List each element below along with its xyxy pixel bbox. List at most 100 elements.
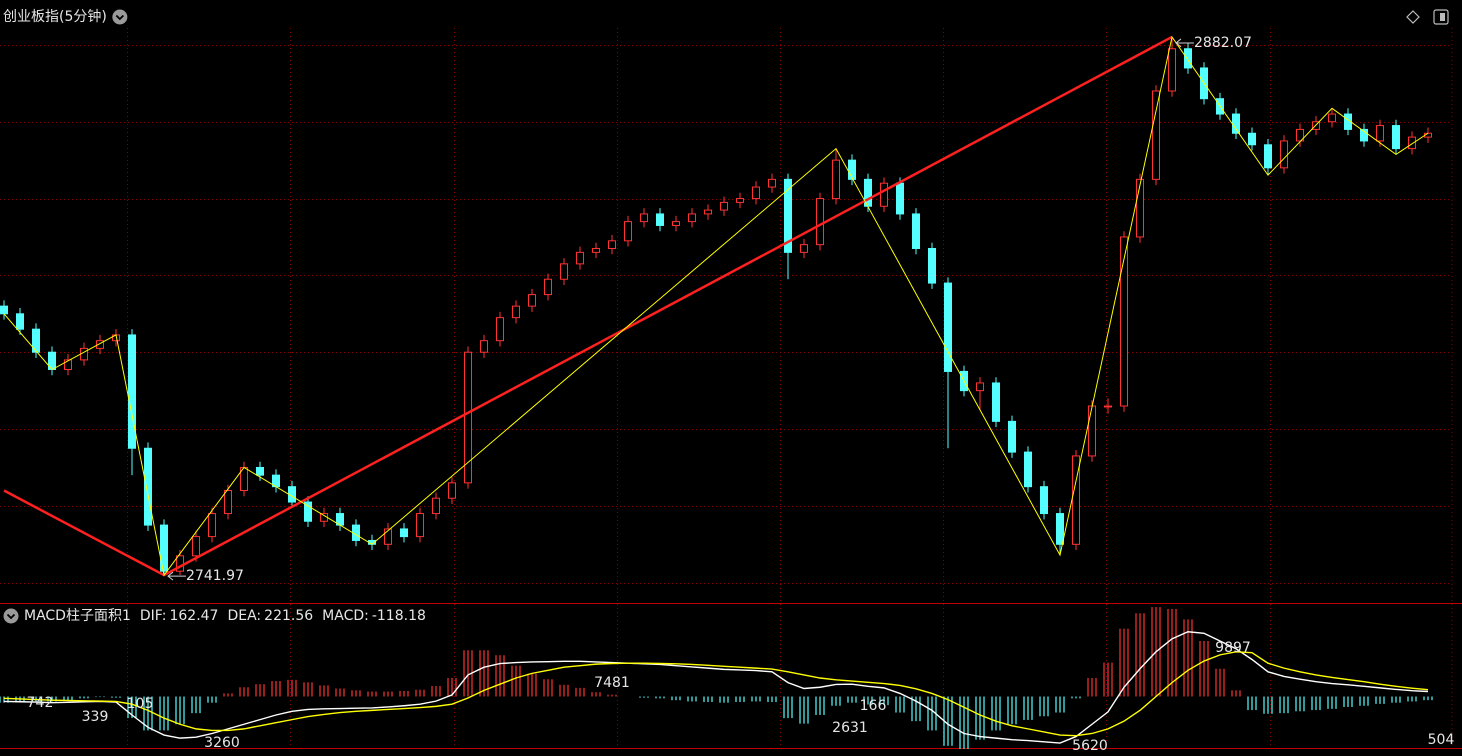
candle-body bbox=[1280, 140, 1288, 169]
candle-body bbox=[592, 248, 600, 253]
candle-body bbox=[512, 305, 520, 319]
candle-body bbox=[32, 328, 40, 353]
candle-body bbox=[1376, 125, 1384, 142]
candle-body bbox=[1360, 128, 1368, 142]
candle-body bbox=[416, 513, 424, 538]
candle-body bbox=[1264, 144, 1272, 169]
candle-body bbox=[784, 178, 792, 253]
indicator-label: MACD: bbox=[322, 608, 369, 624]
candle-body bbox=[768, 178, 776, 188]
candle-body bbox=[736, 198, 744, 203]
candle-body bbox=[80, 347, 88, 361]
candle-body bbox=[944, 282, 952, 372]
menu-chevron bbox=[115, 14, 124, 21]
candle-body bbox=[832, 159, 840, 200]
area-label: 3260 bbox=[204, 735, 240, 751]
annotation-arrow bbox=[167, 571, 186, 581]
candle-body bbox=[0, 305, 8, 315]
candle-body bbox=[1040, 486, 1048, 515]
candle-body bbox=[656, 213, 664, 226]
candle-body bbox=[144, 447, 152, 526]
overlays: 2741.97 2882.07 742 339 105 3260 7481 166 2631 56… bbox=[3, 35, 1455, 754]
candle-body bbox=[800, 244, 808, 253]
marks bbox=[0, 36, 1433, 749]
candle-body bbox=[1088, 405, 1096, 457]
candle-body bbox=[544, 278, 552, 296]
candle-body bbox=[384, 528, 392, 545]
indicator-label: DEA: bbox=[227, 608, 261, 624]
candle-body bbox=[720, 201, 728, 211]
diamond-icon[interactable] bbox=[1406, 10, 1420, 24]
candle-body bbox=[1248, 132, 1256, 146]
candle-body bbox=[1168, 48, 1176, 92]
candle-body bbox=[448, 482, 456, 499]
candle-body bbox=[160, 524, 168, 572]
menu-chevron bbox=[6, 613, 16, 620]
candle-body bbox=[1328, 113, 1336, 123]
candle-body bbox=[928, 248, 936, 284]
candle-body bbox=[256, 466, 264, 476]
macd-line bbox=[3, 651, 1429, 737]
annotation-label: 2882.07 bbox=[1194, 35, 1252, 51]
window-icon-inner bbox=[1440, 13, 1445, 21]
candle-body bbox=[688, 213, 696, 223]
macd-line bbox=[3, 631, 1429, 744]
candle-body bbox=[64, 359, 72, 371]
area-label: 105 bbox=[127, 696, 154, 712]
title-menu-button[interactable] bbox=[112, 9, 128, 25]
area-label: 2631 bbox=[832, 720, 868, 736]
candle-body bbox=[1072, 455, 1080, 545]
candle-body bbox=[560, 263, 568, 280]
candle-body bbox=[96, 340, 104, 349]
candle-body bbox=[1392, 125, 1400, 150]
indicator-value: -118.18 bbox=[372, 608, 426, 624]
candle-body bbox=[992, 382, 1000, 422]
menu-icon[interactable] bbox=[112, 9, 128, 25]
menu-icon[interactable] bbox=[3, 608, 19, 624]
candle-body bbox=[1152, 90, 1160, 180]
candle-body bbox=[1184, 48, 1192, 69]
candle-body bbox=[576, 251, 584, 265]
annotation-label: 2741.97 bbox=[186, 568, 244, 584]
candle-body bbox=[16, 313, 24, 330]
candle-body bbox=[1408, 136, 1416, 150]
area-label: 504 bbox=[1428, 732, 1455, 748]
candle-body bbox=[192, 536, 200, 557]
trend-line bbox=[3, 35, 1429, 577]
macd-title: MACD柱子面积1 bbox=[24, 608, 131, 624]
candle-body bbox=[496, 317, 504, 342]
candle-body bbox=[752, 186, 760, 200]
candle-body bbox=[912, 213, 920, 250]
candle-body bbox=[880, 182, 888, 207]
candle-body bbox=[624, 221, 632, 242]
candle-body bbox=[304, 501, 312, 522]
window-icon[interactable] bbox=[1433, 9, 1449, 25]
area-label: 7481 bbox=[594, 675, 630, 691]
indicator-value: 162.47 bbox=[169, 608, 218, 624]
indicator-value: 221.56 bbox=[264, 608, 313, 624]
candle-body bbox=[1056, 513, 1064, 545]
candle-body bbox=[464, 351, 472, 484]
candle-body bbox=[224, 490, 232, 515]
candle-body bbox=[1104, 405, 1112, 408]
annotation-arrow bbox=[1175, 38, 1194, 48]
chart-title: 创业板指(5分钟) bbox=[3, 8, 107, 25]
candle-body bbox=[848, 159, 856, 180]
macd-header: MACD柱子面积1 DIF: 162.47 DEA: 221.56 MACD: -118.1… bbox=[24, 608, 426, 624]
area-label: 339 bbox=[82, 709, 109, 725]
candle-body bbox=[608, 240, 616, 250]
candle-body bbox=[1296, 128, 1304, 142]
macd-menu-button[interactable] bbox=[3, 608, 19, 624]
candle-body bbox=[704, 209, 712, 215]
candle-body bbox=[896, 182, 904, 215]
candle-body bbox=[480, 340, 488, 353]
candle-body bbox=[1008, 420, 1016, 453]
area-label: 742 bbox=[27, 695, 54, 711]
candle-body bbox=[528, 294, 536, 307]
candle-body bbox=[208, 513, 216, 538]
candle-body bbox=[432, 497, 440, 515]
candle-body bbox=[672, 221, 680, 226]
candle-body bbox=[640, 213, 648, 223]
